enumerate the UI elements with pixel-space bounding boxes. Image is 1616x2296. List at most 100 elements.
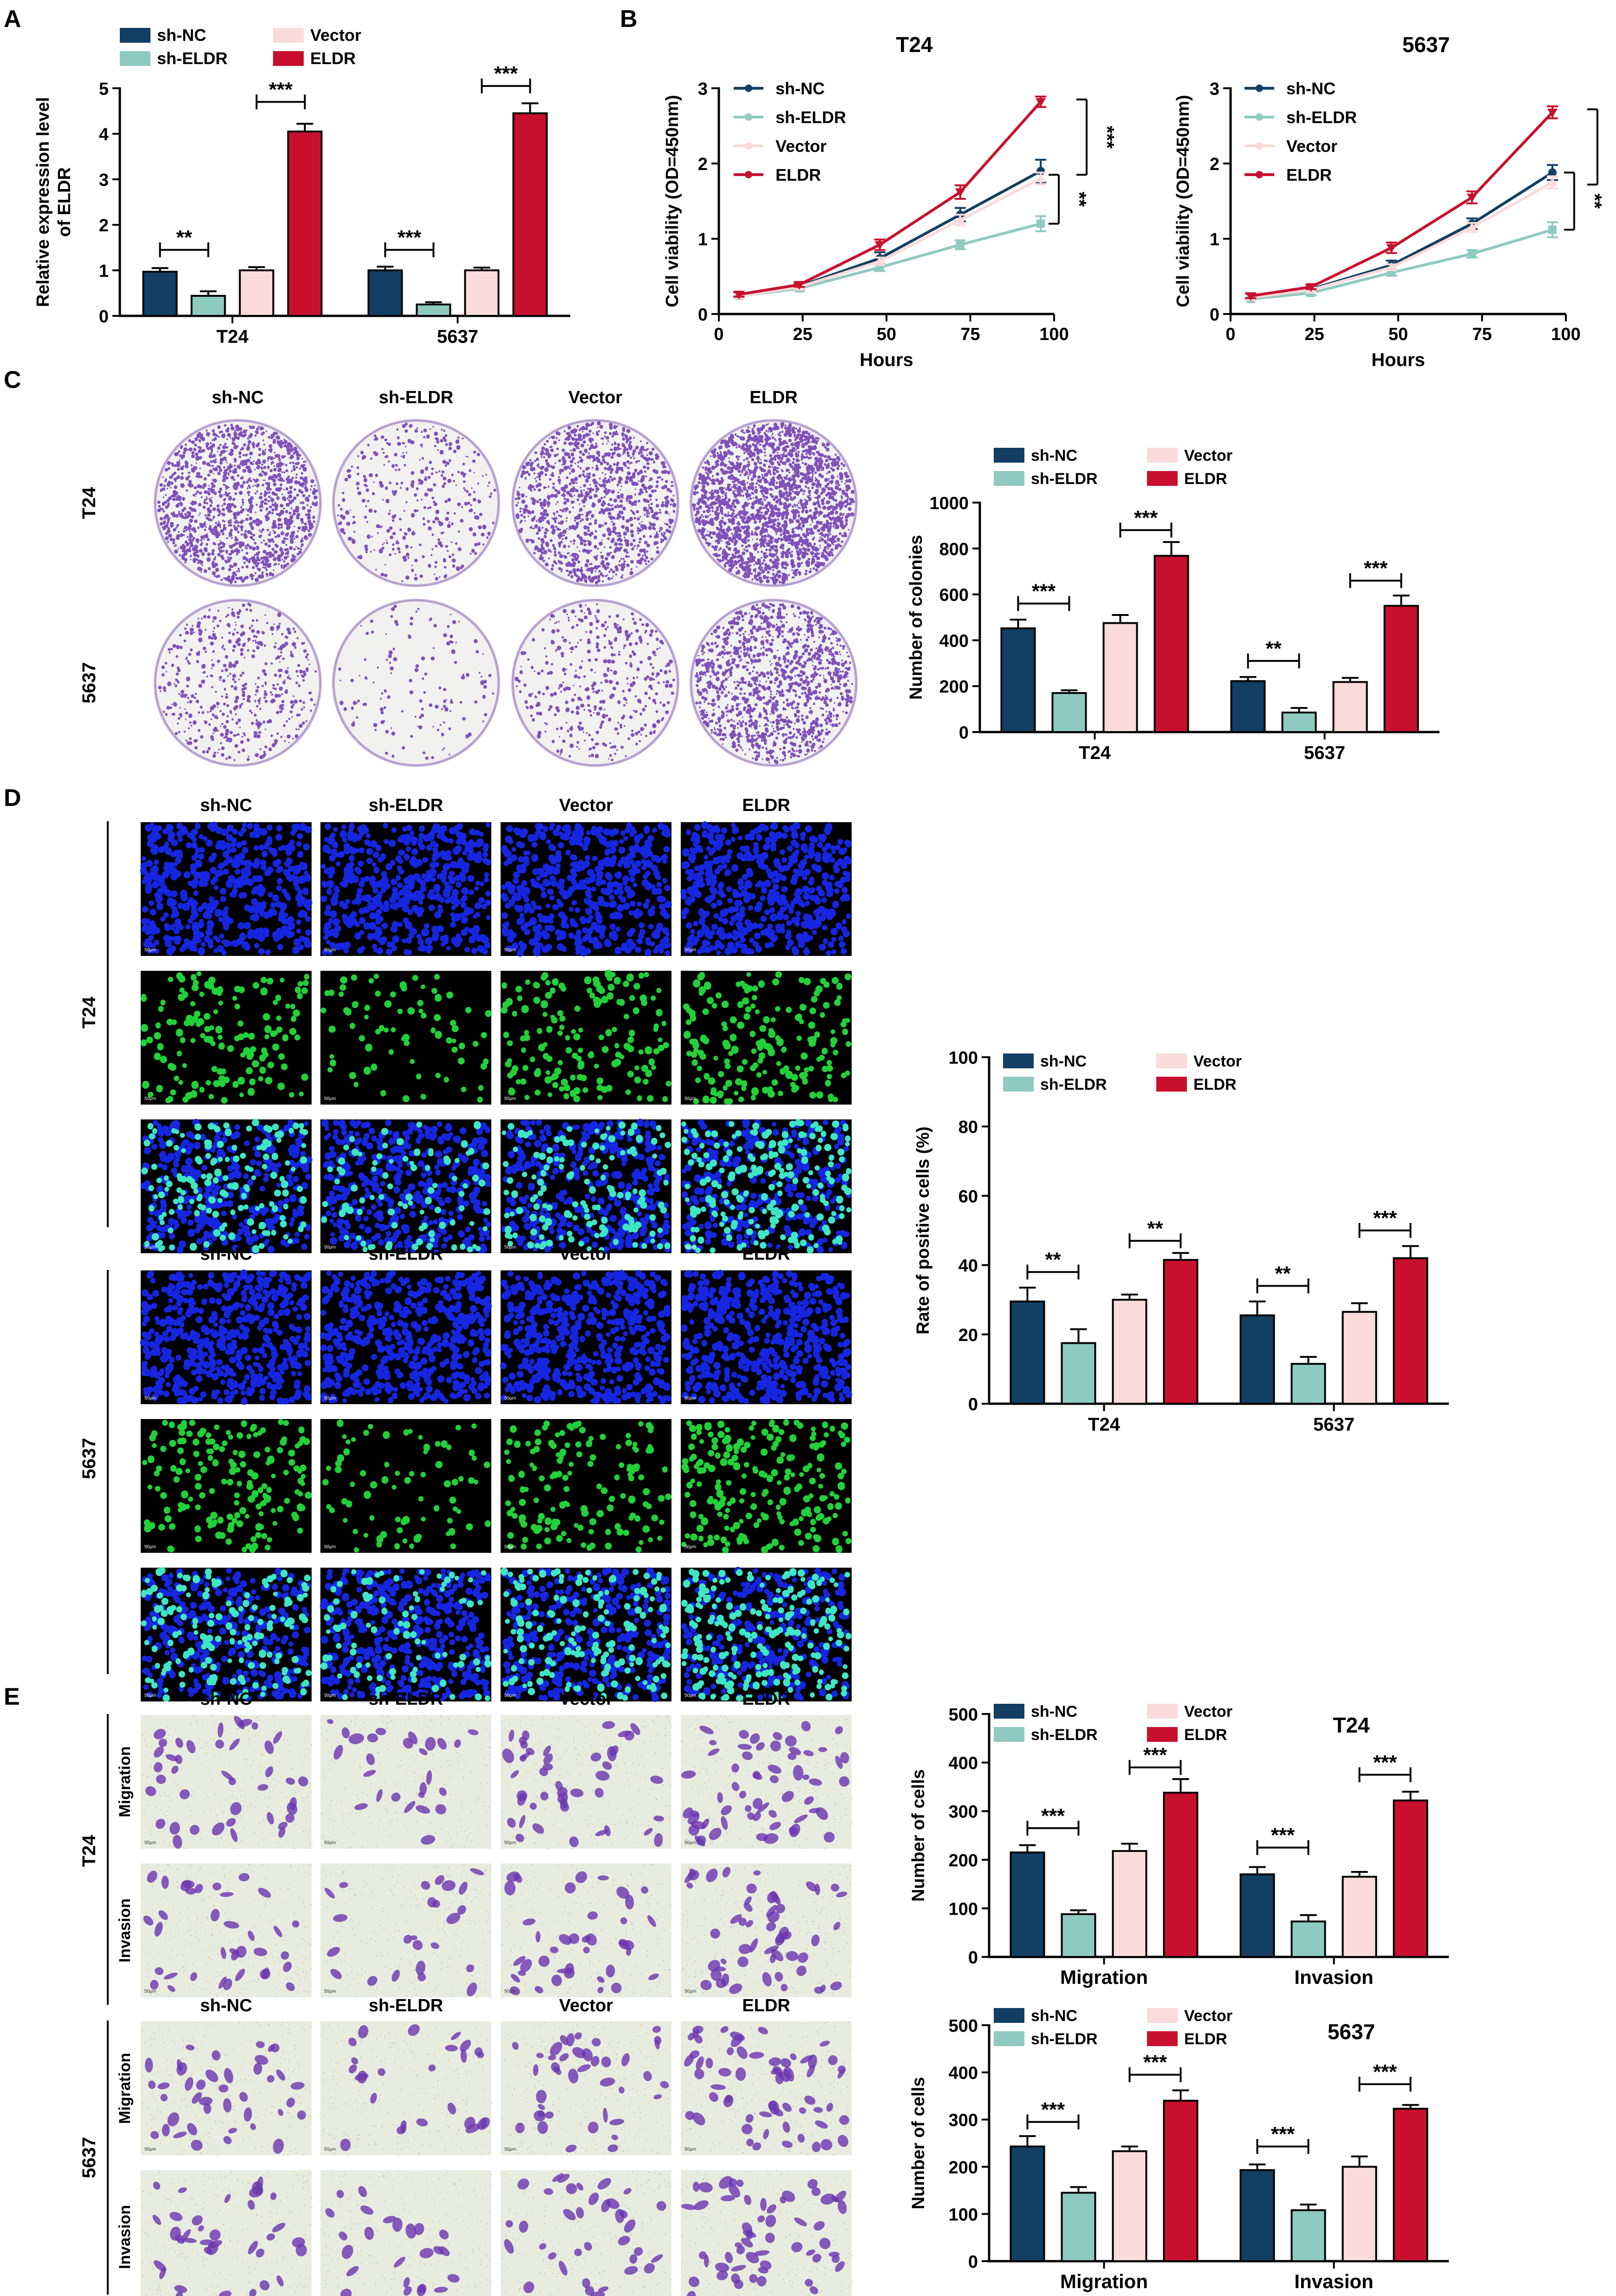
stained-cell	[505, 2220, 513, 2228]
stained-cell	[215, 1740, 224, 1749]
stained-cell	[270, 2192, 277, 2200]
stained-cell	[814, 2221, 825, 2231]
y-tick-label: 2	[698, 155, 708, 174]
legend-swatch	[994, 2008, 1024, 2023]
stained-cell	[752, 1771, 761, 1779]
stained-cell	[689, 2050, 700, 2059]
legend-marker	[1256, 85, 1263, 92]
stained-cell	[336, 2190, 344, 2198]
stained-cell	[410, 1935, 417, 1941]
stained-cell	[807, 2179, 818, 2189]
scale-bar-label: 50μm	[684, 1245, 696, 1250]
stained-cell	[536, 2090, 547, 2104]
stained-cell	[698, 2182, 713, 2193]
edu-image: 50μm	[320, 971, 492, 1105]
stained-cell	[687, 1813, 700, 1825]
column-header: ELDR	[742, 1996, 790, 2015]
merge-image: 50μm	[681, 1119, 852, 1254]
scale-bar-label: 50μm	[144, 1840, 156, 1845]
stained-cell	[476, 2052, 484, 2059]
stained-cell	[709, 1828, 722, 1840]
stained-cell	[601, 2056, 611, 2067]
significance-label: ***	[1041, 1805, 1065, 1827]
colony-dish	[511, 599, 679, 767]
stained-cell	[333, 1745, 343, 1760]
bar	[416, 303, 451, 317]
stained-cell	[460, 2049, 467, 2063]
stained-cell	[249, 2289, 257, 2296]
stained-cell	[391, 1792, 401, 1802]
stained-cell	[401, 2124, 407, 2134]
colony-dish	[332, 599, 500, 767]
scale-bar-label: 50μm	[324, 1396, 336, 1401]
y-tick-label: 400	[949, 1754, 978, 1773]
stained-cell	[576, 2207, 584, 2218]
stained-cell	[230, 1802, 242, 1815]
stained-cell	[502, 1748, 515, 1763]
x-tick-label: Invasion	[1294, 1966, 1373, 1988]
stained-cell	[653, 2094, 662, 2100]
stained-cell	[167, 2112, 179, 2126]
merge-image: 50μm	[320, 1119, 492, 1254]
column-header: ELDR	[742, 796, 790, 815]
stained-cell	[514, 1873, 522, 1883]
stained-cell	[624, 1731, 634, 1741]
stained-cell	[174, 2285, 187, 2293]
significance-label: ***	[1271, 2123, 1295, 2146]
scale-bar-label: 50μm	[144, 1989, 156, 1994]
stained-cell	[564, 1968, 575, 1979]
x-tick-label: Migration	[1060, 1966, 1148, 1988]
legend-label: sh-NC	[1286, 79, 1336, 98]
stained-cell	[391, 1969, 400, 1982]
panel-label-d: D	[4, 785, 21, 811]
dapi-image: 50μm	[140, 1269, 312, 1405]
y-tick-label: 1	[99, 262, 109, 281]
stained-cell	[736, 2046, 748, 2059]
assay-label: Invasion	[116, 2205, 134, 2269]
bar	[1163, 1259, 1199, 1405]
stained-cell	[766, 1905, 777, 1917]
bar	[1290, 1363, 1326, 1405]
stained-cell	[537, 2110, 545, 2118]
stained-cell	[348, 2037, 357, 2047]
x-tick-label: 25	[793, 325, 812, 344]
stained-cell	[815, 2120, 828, 2129]
x-tick-label: 75	[960, 325, 980, 344]
stained-cell	[597, 1875, 609, 1881]
scale-bar-label: 50μm	[504, 1396, 516, 1401]
dapi-image: 50μm	[500, 1269, 672, 1405]
y-tick-label: 300	[949, 1802, 978, 1822]
y-tick-label: 500	[949, 2016, 978, 2036]
stained-cell	[831, 1884, 840, 1892]
stained-cell	[408, 1731, 418, 1745]
stained-cell	[724, 2094, 733, 2103]
stained-cell	[434, 2287, 448, 2293]
scale-bar-label: 50μm	[684, 1989, 696, 1994]
column-header: sh-NC	[200, 1689, 252, 1709]
transwell-image: 50μm	[141, 2021, 312, 2156]
stained-cell	[583, 1947, 590, 1954]
stained-cell	[788, 1826, 798, 1835]
bar	[1342, 1311, 1377, 1405]
stained-cell	[280, 1951, 289, 1960]
stained-cell	[248, 2241, 258, 2255]
stained-cell	[720, 2026, 729, 2033]
legend-swatch	[1147, 448, 1178, 463]
stained-cell	[220, 1892, 234, 1897]
transwell-image: 50μm	[320, 1864, 491, 1998]
significance-label: ***	[1271, 1824, 1295, 1847]
bar	[287, 131, 323, 317]
series-line	[738, 222, 1041, 298]
stained-cell	[267, 2075, 275, 2083]
legend-label: sh-ELDR	[157, 49, 228, 68]
stained-cell	[403, 2277, 410, 2288]
stained-cell	[515, 1833, 524, 1843]
stained-cell	[256, 2041, 265, 2048]
legend-label: sh-ELDR	[1031, 470, 1098, 488]
stained-cell	[710, 2084, 726, 2090]
stained-cell	[417, 2285, 426, 2293]
stained-cell	[550, 2042, 562, 2056]
stained-cell	[221, 1770, 234, 1781]
stained-cell	[515, 2122, 525, 2133]
edu-image: 50μm	[681, 1419, 852, 1554]
